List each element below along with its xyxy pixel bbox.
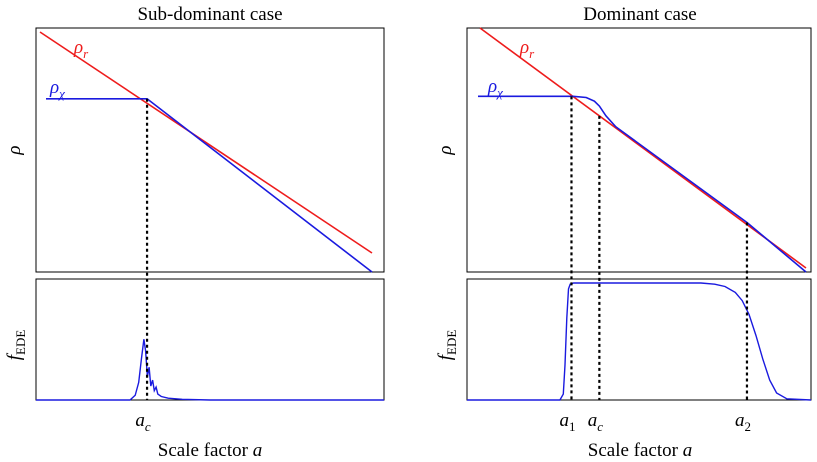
lower-plot-left [36,339,384,401]
ylabel-fede-right: fEDE [435,330,459,361]
lower-plot-frame-left [35,278,385,401]
tick-label-right-0: a1 [559,410,575,434]
xlabel-right-text: Scale factor [588,440,683,461]
series-fede-right [467,282,812,401]
legend-rho-r-right: ρr [519,37,535,61]
guides-right [570,96,749,400]
ylabel-rho-right: ρ [435,145,456,155]
lower-plot-right [467,282,812,401]
ylabel-fede-left: fEDE [4,330,28,361]
legend-rho-chi-left: ρχ [49,77,65,101]
series-rho-chi-left [46,98,373,273]
chart-title-right: Dominant case [583,4,696,25]
tick-label-left-0: ac [135,410,151,434]
xlabel-left-var: a [253,440,263,461]
series-rho-chi-right [478,95,807,273]
ticks-right: a1 ac a2 [559,410,750,434]
tick-label-right-2: a2 [735,410,751,434]
tick-label-right-1: ac [588,410,604,434]
panel-subdominant: Sub-dominant case ρ fEDE ac ρr ρχ Scale … [4,4,385,461]
upper-plot-right [478,27,807,273]
xlabel-left-text: Scale factor [158,440,253,461]
legend-rho-r-left: ρr [73,37,89,61]
ticks-left: ac [135,410,151,434]
upper-plot-frame-left [35,27,385,273]
xlabel-right-var: a [683,440,693,461]
upper-plot-left [39,31,373,273]
series-fede-left [36,339,384,401]
panel-dominant: Dominant case ρ fEDE a1 ac a2 ρr ρχ Scale … [435,4,812,461]
lower-plot-frame-right [466,278,812,401]
xlabel-right: Scale factor a [588,440,692,461]
series-rho-r-right [479,27,807,269]
series-rho-r-left [39,31,373,254]
chart-title-left: Sub-dominant case [137,4,282,25]
ylabel-rho-left: ρ [4,145,25,155]
legend-rho-chi-right: ρχ [487,76,503,100]
upper-plot-frame-right [466,27,812,273]
xlabel-left: Scale factor a [158,440,262,461]
